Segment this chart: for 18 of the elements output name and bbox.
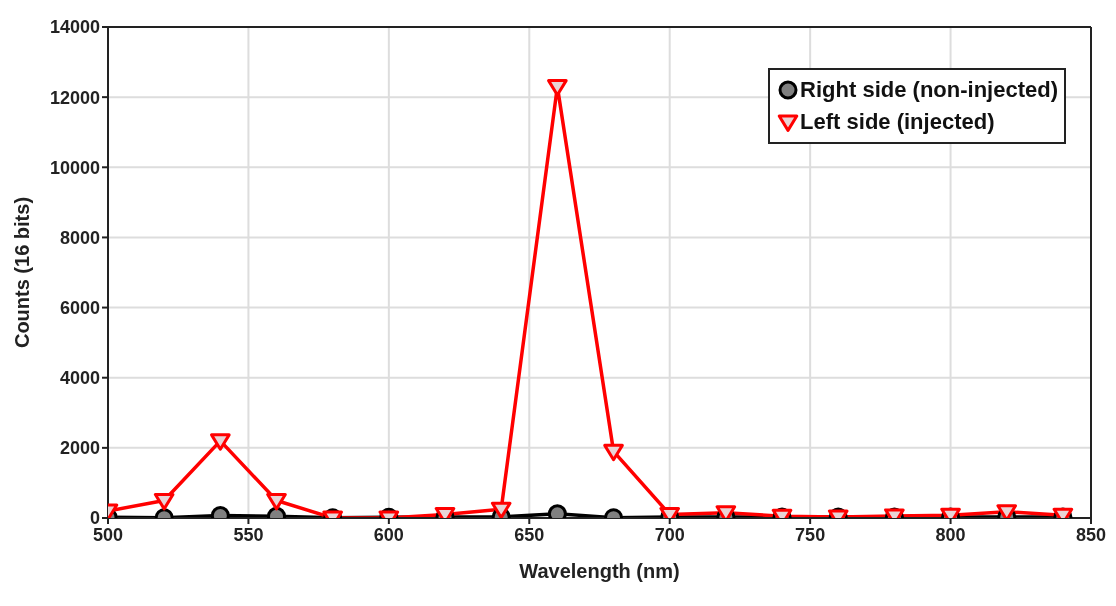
x-tick-label: 750 [795, 524, 826, 545]
x-tick-label: 600 [373, 524, 404, 545]
y-tick-label: 12000 [49, 87, 100, 108]
x-tick-label: 700 [654, 524, 685, 545]
y-tick-label: 6000 [59, 297, 100, 318]
x-tick-label: 850 [1075, 524, 1107, 545]
y-axis-title: Counts (16 bits) [11, 196, 34, 349]
y-tick-label: 8000 [59, 227, 100, 248]
x-tick-label: 800 [935, 524, 966, 545]
x-tick-label: 550 [233, 524, 264, 545]
legend-label: Right side (non-injected) [800, 76, 1058, 104]
legend-label: Left side (injected) [800, 108, 995, 136]
x-axis-title: Wavelength (nm) [519, 560, 680, 582]
y-tick-label: 14000 [49, 17, 100, 38]
y-tick-label: 10000 [49, 157, 100, 178]
y-tick-label: 2000 [59, 438, 100, 459]
y-tick-label: 4000 [59, 368, 100, 389]
x-tick-label: 650 [514, 524, 545, 545]
